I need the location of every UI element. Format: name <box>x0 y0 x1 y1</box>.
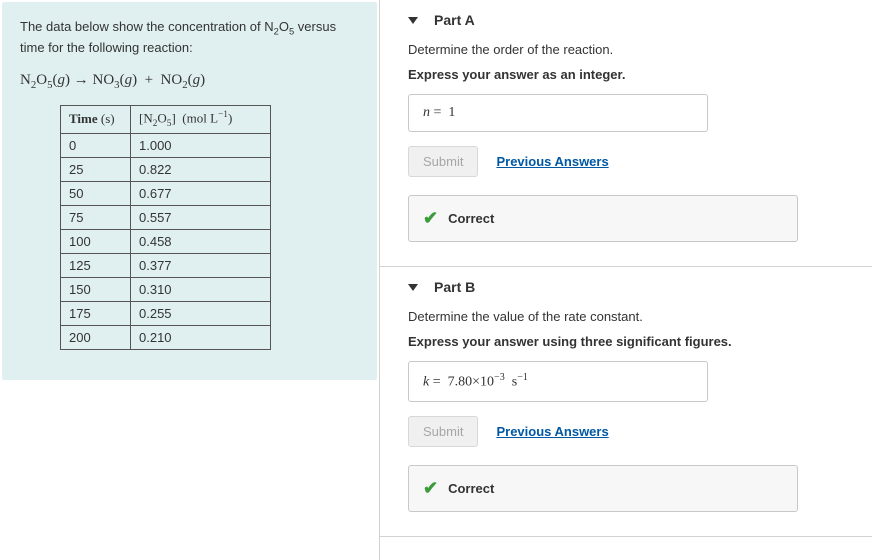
table-row: 1500.310 <box>61 277 271 301</box>
part-a-feedback-text: Correct <box>448 211 494 226</box>
part-b-answer-box[interactable]: k = 7.80×10−3 s−1 <box>408 361 708 402</box>
table-row: 750.557 <box>61 205 271 229</box>
table-row: 500.677 <box>61 181 271 205</box>
intro-prefix: The data below show the concentration of <box>20 19 264 34</box>
part-a-title: Part A <box>434 12 475 28</box>
cell-conc: 0.255 <box>131 301 271 325</box>
part-a-header[interactable]: Part A <box>408 12 844 28</box>
cell-time: 0 <box>61 133 131 157</box>
previous-answers-link[interactable]: Previous Answers <box>496 424 608 439</box>
col-time: Time (s) <box>61 106 131 134</box>
part-a-feedback: ✔ Correct <box>408 195 798 242</box>
cell-time: 25 <box>61 157 131 181</box>
part-b-header[interactable]: Part B <box>408 279 844 295</box>
part-b-feedback: ✔ Correct <box>408 465 798 512</box>
part-a-answer-value: 1 <box>448 105 455 120</box>
table-body: 01.000250.822500.677750.5571000.4581250.… <box>61 133 271 349</box>
part-a-answer-box[interactable]: n = 1 <box>408 94 708 132</box>
check-icon: ✔ <box>423 208 438 229</box>
cell-conc: 0.557 <box>131 205 271 229</box>
check-icon: ✔ <box>423 478 438 499</box>
part-a-question: Determine the order of the reaction. <box>408 42 844 57</box>
data-table: Time (s) [N2O5] (mol L−1) 01.000250.8225… <box>60 105 271 350</box>
answer-panel: Part A Determine the order of the reacti… <box>379 0 872 560</box>
submit-button[interactable]: Submit <box>408 416 478 447</box>
cell-conc: 0.210 <box>131 325 271 349</box>
cell-conc: 0.377 <box>131 253 271 277</box>
cell-conc: 0.458 <box>131 229 271 253</box>
part-b: Part B Determine the value of the rate c… <box>380 267 872 537</box>
table-row: 1750.255 <box>61 301 271 325</box>
cell-time: 100 <box>61 229 131 253</box>
cell-conc: 0.310 <box>131 277 271 301</box>
cell-conc: 1.000 <box>131 133 271 157</box>
table-row: 1000.458 <box>61 229 271 253</box>
submit-button[interactable]: Submit <box>408 146 478 177</box>
cell-time: 75 <box>61 205 131 229</box>
previous-answers-link[interactable]: Previous Answers <box>496 154 608 169</box>
part-a-submit-row: Submit Previous Answers <box>408 146 844 177</box>
cell-time: 125 <box>61 253 131 277</box>
table-row: 01.000 <box>61 133 271 157</box>
cell-time: 150 <box>61 277 131 301</box>
caret-down-icon <box>408 17 418 24</box>
part-b-submit-row: Submit Previous Answers <box>408 416 844 447</box>
col-conc: [N2O5] (mol L−1) <box>131 106 271 134</box>
part-a: Part A Determine the order of the reacti… <box>380 0 872 267</box>
table-row: 2000.210 <box>61 325 271 349</box>
formula-n2o5: N2O5 <box>264 19 294 34</box>
table-row: 1250.377 <box>61 253 271 277</box>
cell-time: 50 <box>61 181 131 205</box>
cell-conc: 0.677 <box>131 181 271 205</box>
part-a-hint: Express your answer as an integer. <box>408 67 844 82</box>
table-header-row: Time (s) [N2O5] (mol L−1) <box>61 106 271 134</box>
problem-panel: The data below show the concentration of… <box>2 2 377 380</box>
cell-time: 175 <box>61 301 131 325</box>
cell-conc: 0.822 <box>131 157 271 181</box>
caret-down-icon <box>408 284 418 291</box>
intro-text: The data below show the concentration of… <box>20 18 359 58</box>
cell-time: 200 <box>61 325 131 349</box>
part-b-feedback-text: Correct <box>448 481 494 496</box>
table-row: 250.822 <box>61 157 271 181</box>
part-b-hint: Express your answer using three signific… <box>408 334 844 349</box>
reaction-equation: N2O5(g) → NO3(g) + NO2(g) <box>20 72 359 91</box>
part-b-question: Determine the value of the rate constant… <box>408 309 844 324</box>
part-b-title: Part B <box>434 279 475 295</box>
